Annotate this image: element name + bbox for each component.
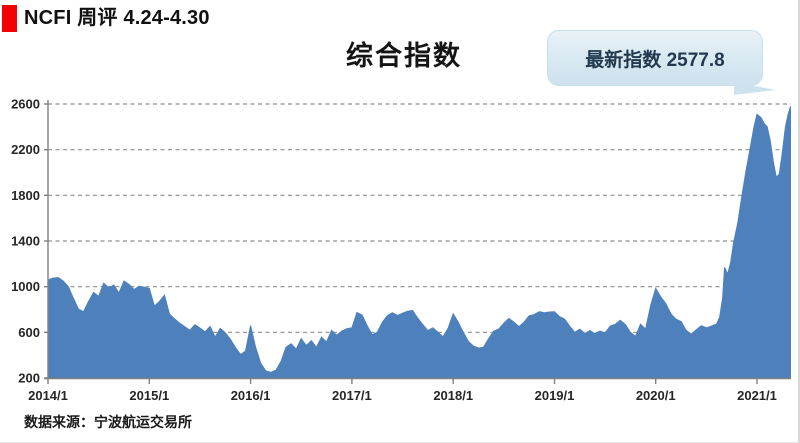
report-title: NCFI 周评 4.24-4.30: [24, 7, 210, 29]
y-tick-label-2200: 2200: [11, 142, 40, 157]
red-marker-block: [2, 5, 17, 32]
y-tick-label-600: 600: [18, 325, 40, 340]
chart-title: 综合指数: [346, 41, 462, 71]
y-tick-label-1000: 1000: [11, 279, 40, 294]
x-tick-label-2019/1: 2019/1: [535, 388, 575, 403]
area-series-group: [47, 106, 791, 379]
y-tick-label-1800: 1800: [11, 188, 40, 203]
y-gridlines: [48, 103, 791, 333]
y-tick-label-2600: 2600: [11, 97, 40, 112]
axes: [44, 100, 791, 384]
data-source-note: 数据来源：宁波航运交易所: [24, 414, 192, 430]
x-tick-label-2021/1: 2021/1: [737, 388, 777, 403]
latest-index-callout-text: 最新指数 2577.8: [585, 49, 725, 71]
x-tick-label-2014/1: 2014/1: [28, 388, 68, 403]
callout-tail: [734, 82, 776, 95]
latest-index-callout: 最新指数 2577.8: [547, 30, 776, 95]
x-tick-label-2015/1: 2015/1: [129, 388, 169, 403]
axis-tick-labels: 200 600 1000 1400 1800 2200 2600 2014/1 2015/1 20…: [11, 97, 777, 404]
area-series: [47, 106, 791, 379]
x-tick-label-2018/1: 2018/1: [433, 388, 473, 403]
x-tick-label-2020/1: 2020/1: [636, 388, 676, 403]
x-tick-label-2016/1: 2016/1: [231, 388, 271, 403]
y-tick-label-200: 200: [18, 371, 40, 386]
y-tick-label-1400: 1400: [11, 234, 40, 249]
x-tick-label-2017/1: 2017/1: [332, 388, 372, 403]
